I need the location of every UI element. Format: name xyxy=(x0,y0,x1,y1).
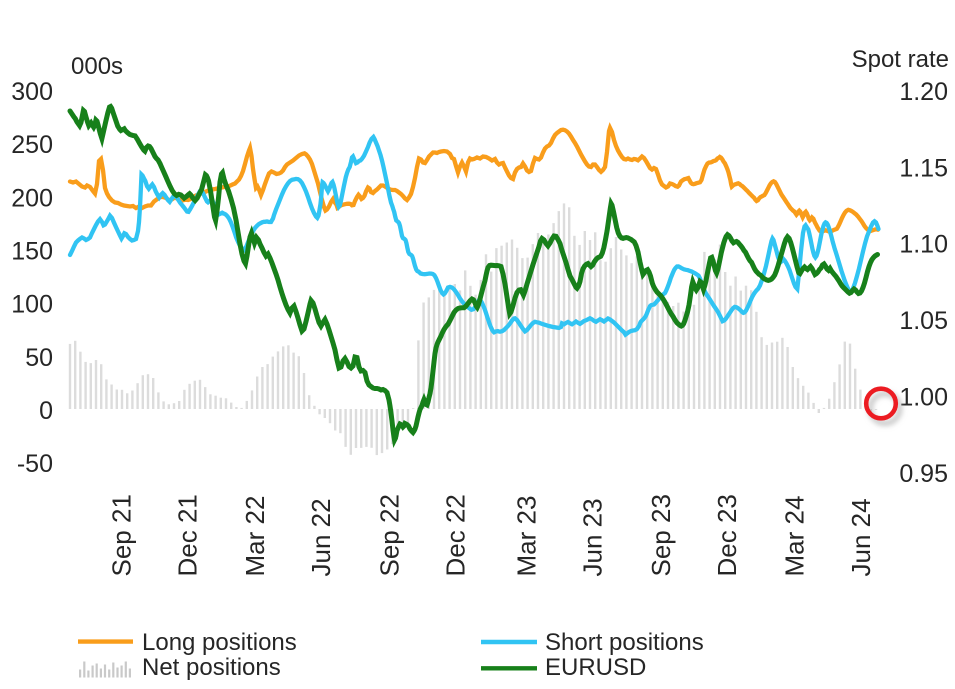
svg-text:1.05: 1.05 xyxy=(899,307,948,335)
svg-text:Jun 23: Jun 23 xyxy=(578,498,608,576)
svg-text:000s: 000s xyxy=(71,53,123,80)
svg-text:Sep 23: Sep 23 xyxy=(646,494,676,576)
svg-text:-50: -50 xyxy=(17,450,53,478)
svg-text:200: 200 xyxy=(11,184,53,212)
svg-text:Mar 22: Mar 22 xyxy=(240,496,270,577)
svg-text:Dec 22: Dec 22 xyxy=(440,494,470,576)
svg-text:1.20: 1.20 xyxy=(899,78,948,106)
svg-text:Jun 24: Jun 24 xyxy=(846,498,876,576)
svg-text:1.10: 1.10 xyxy=(899,231,948,259)
svg-text:Jun 22: Jun 22 xyxy=(306,498,336,576)
svg-text:Sep 22: Sep 22 xyxy=(374,494,404,576)
svg-text:EURUSD: EURUSD xyxy=(545,654,646,681)
svg-text:Short positions: Short positions xyxy=(545,629,704,656)
svg-text:1.15: 1.15 xyxy=(899,154,948,182)
svg-text:250: 250 xyxy=(11,131,53,159)
svg-text:Long positions: Long positions xyxy=(142,629,297,656)
svg-text:Dec 23: Dec 23 xyxy=(712,494,742,576)
svg-text:150: 150 xyxy=(11,238,53,266)
svg-text:100: 100 xyxy=(11,291,53,319)
svg-text:Net positions: Net positions xyxy=(142,654,281,681)
svg-text:Mar 23: Mar 23 xyxy=(512,496,542,577)
svg-text:Mar 24: Mar 24 xyxy=(779,496,809,577)
svg-text:0: 0 xyxy=(39,397,53,425)
svg-text:50: 50 xyxy=(25,344,53,372)
svg-text:Spot rate: Spot rate xyxy=(852,46,949,73)
svg-text:300: 300 xyxy=(11,78,53,106)
svg-text:Dec 21: Dec 21 xyxy=(173,494,203,576)
svg-text:1.00: 1.00 xyxy=(899,383,948,411)
svg-text:0.95: 0.95 xyxy=(899,460,948,488)
svg-text:Sep 21: Sep 21 xyxy=(107,494,137,576)
